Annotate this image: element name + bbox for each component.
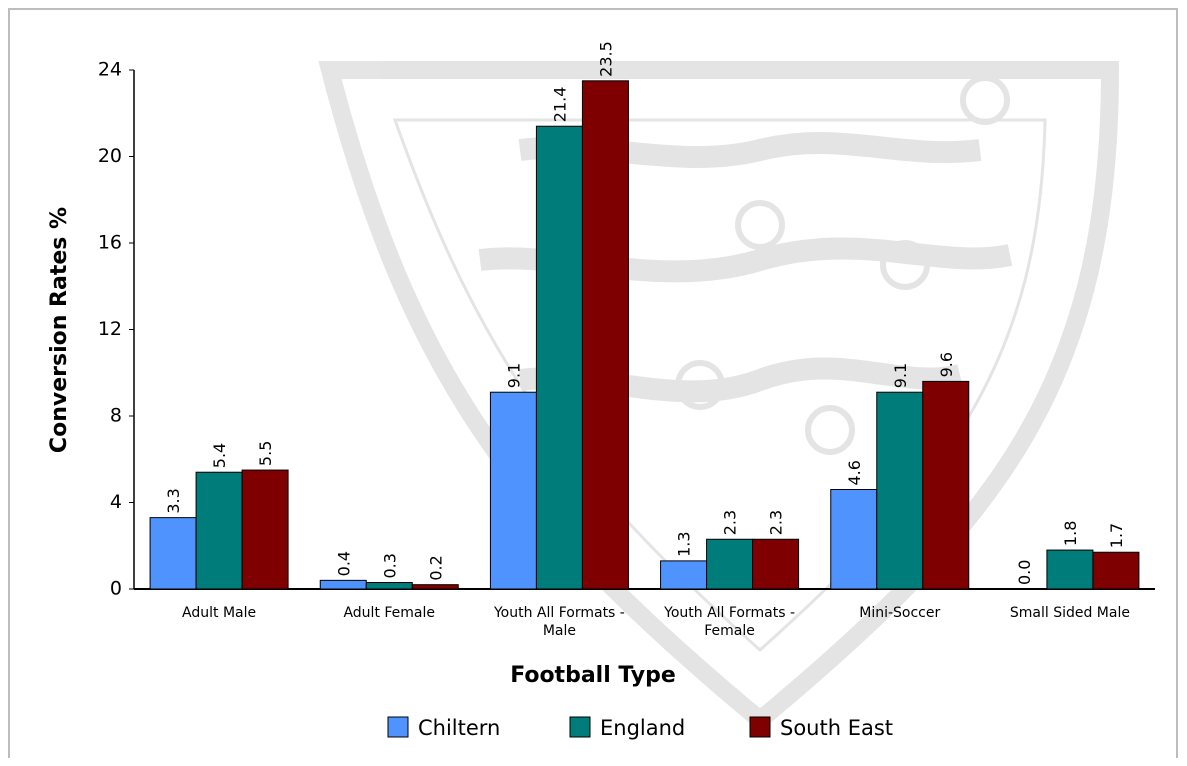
y-tick-label: 4 [110,491,122,513]
legend-swatch [749,716,771,738]
data-label: 5.5 [256,441,275,466]
bar-south-east [581,80,629,590]
bar-england [195,471,243,590]
bar-south-east [752,538,800,590]
x-tick-label-line: Small Sided Male [1010,605,1130,621]
data-label: 0.0 [1015,560,1034,585]
x-tick-label-line: Mini-Soccer [859,605,940,621]
x-tick-label-line: Adult Female [343,605,435,621]
data-labels: 3.3 5.4 5.5 0.4 0.3 0.2 9.1 21.4 23.5 1.3 2.3 2.3 4.… [164,41,1126,585]
data-label: 9.1 [891,363,910,388]
x-tick-label-line: Female [704,623,755,639]
data-label: 3.3 [164,488,183,513]
bar-south-east [241,469,289,590]
legend-label: England [600,716,685,740]
y-tick-label: 16 [98,232,122,254]
legend-label: Chiltern [418,716,500,740]
data-label: 1.7 [1107,523,1126,548]
x-tick-label: Adult Male [182,605,256,621]
bar-chiltern [319,579,367,590]
bar-england [365,582,413,590]
bar-chiltern [830,489,878,590]
legend-label: South East [780,716,893,740]
y-tick-label: 24 [98,59,122,81]
data-label: 5.4 [210,443,229,468]
y-tick-label: 20 [98,145,122,167]
bar-england [1046,549,1094,590]
x-tick-label: Adult Female [343,605,435,621]
x-axis-ticks: Adult Male Adult Female Youth All Formats … [182,605,1130,639]
x-tick-label: Small Sided Male [1010,605,1130,621]
data-label: 2.3 [767,510,786,535]
x-tick-label: Youth All Formats - Female [663,605,795,639]
x-axis-title: Football Type [510,663,676,688]
y-axis-title: Conversion Rates % [47,207,72,453]
bar-england [706,538,754,590]
data-label: 4.6 [845,460,864,485]
bar-chiltern [660,560,708,590]
y-axis-ticks: 0 4 8 12 16 20 24 [98,59,134,600]
data-label: 1.3 [675,531,694,556]
x-tick-label-line: Adult Male [182,605,256,621]
data-label: 21.4 [550,87,569,123]
data-label: 0.4 [334,551,353,576]
bars-group [149,80,1140,590]
legend: Chiltern England South East [387,716,893,740]
data-label: 0.2 [426,555,445,580]
bar-south-east [1092,551,1140,590]
bar-south-east [922,380,970,590]
y-tick-label: 8 [110,405,122,427]
data-label: 0.3 [380,553,399,578]
bar-england [535,125,583,590]
legend-swatch [387,716,409,738]
data-label: 9.1 [504,363,523,388]
x-tick-label: Mini-Soccer [859,605,940,621]
bar-england [876,391,924,590]
bar-chiltern [149,517,197,590]
legend-swatch [569,716,591,738]
y-tick-label: 12 [98,318,122,340]
bar-chiltern [489,391,537,590]
x-tick-label-line: Youth All Formats - [493,605,625,621]
data-label: 9.6 [937,352,956,377]
data-label: 2.3 [721,510,740,535]
x-tick-label-line: Youth All Formats - [663,605,795,621]
x-tick-label: Youth All Formats - Male [493,605,625,639]
data-label: 23.5 [596,41,615,77]
y-tick-label: 0 [110,578,122,600]
x-tick-label-line: Male [543,623,576,639]
bar-south-east [411,584,459,590]
data-label: 1.8 [1061,521,1080,546]
